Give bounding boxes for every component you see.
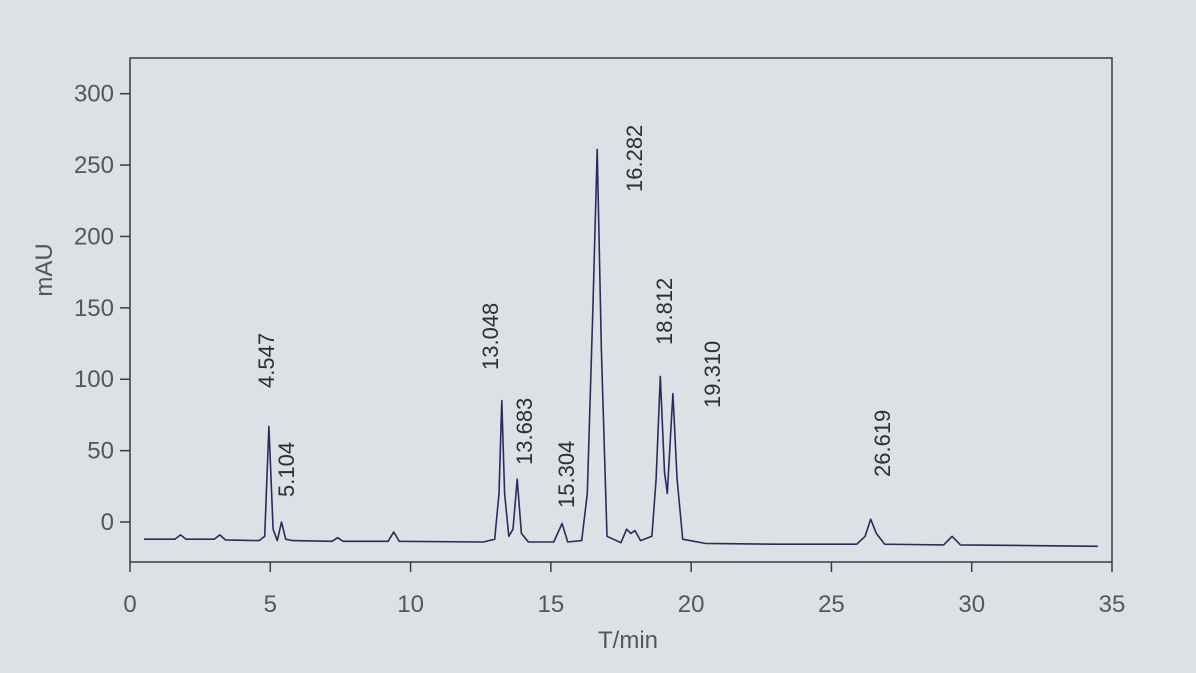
- y-tick-label: 200: [74, 223, 114, 250]
- plot-frame: [129, 57, 1113, 563]
- x-axis-label: T/min: [598, 627, 658, 654]
- y-tick-label: 50: [87, 438, 114, 465]
- y-tick-label: 0: [101, 509, 114, 536]
- x-tick-label: 25: [818, 591, 845, 618]
- peak-label: 18.812: [652, 278, 677, 345]
- x-tick-label: 10: [397, 591, 424, 618]
- x-tick-label: 35: [1099, 591, 1126, 618]
- y-tick-label: 300: [74, 81, 114, 108]
- peak-label: 13.683: [512, 398, 537, 465]
- x-tick-label: 20: [678, 591, 705, 618]
- x-tick-label: 0: [123, 591, 136, 618]
- trace: [144, 148, 1099, 548]
- peak-label: 13.048: [478, 303, 503, 370]
- y-tick-label: 100: [74, 366, 114, 393]
- x-tick-label: 15: [538, 591, 565, 618]
- y-axis-label: mAU: [31, 243, 58, 296]
- peak-label: 16.282: [622, 125, 647, 192]
- peak-label: 19.310: [700, 341, 725, 408]
- y-tick-label: 150: [74, 295, 114, 322]
- peak-label: 4.547: [254, 333, 279, 388]
- peak-label: 5.104: [274, 442, 299, 497]
- y-tick-label: 250: [74, 152, 114, 179]
- x-tick-label: 30: [958, 591, 985, 618]
- peak-label: 15.304: [554, 441, 579, 508]
- peak-label: 26.619: [870, 410, 895, 477]
- x-tick-label: 5: [264, 591, 277, 618]
